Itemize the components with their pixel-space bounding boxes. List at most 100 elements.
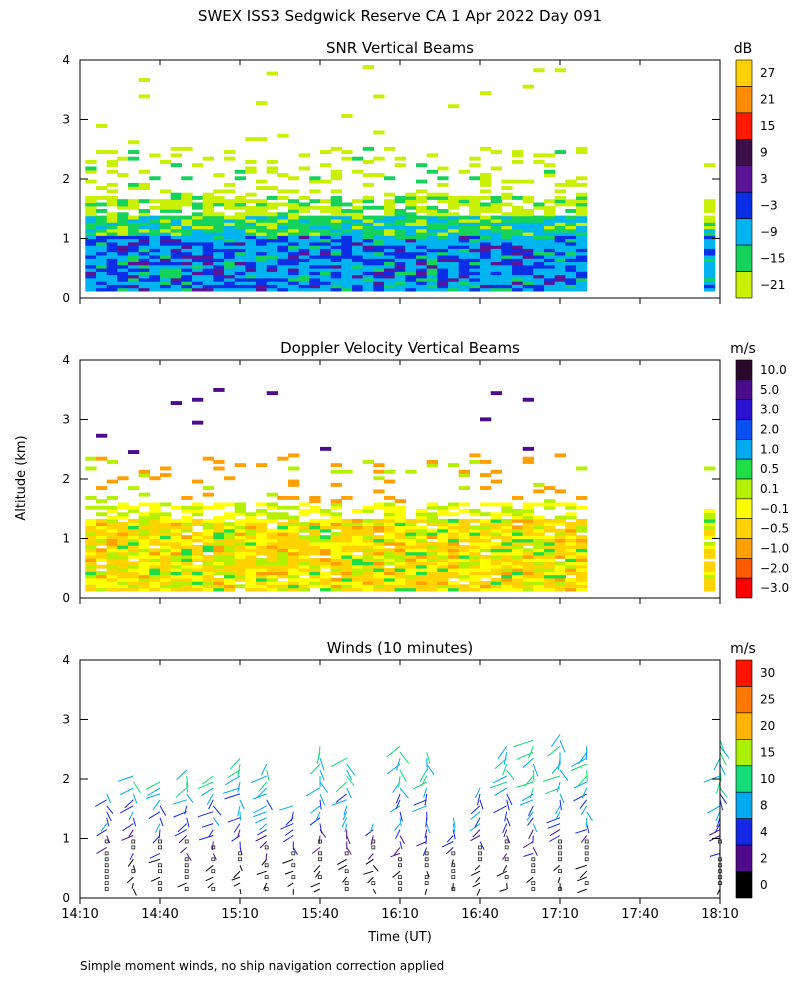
heatmap-cell	[299, 509, 310, 513]
heatmap-cell	[128, 450, 139, 454]
heatmap-cell	[352, 157, 363, 161]
heatmap-cell	[256, 180, 267, 184]
heatmap-cell	[160, 473, 171, 477]
wind-barb	[446, 847, 453, 854]
colorbar-label: 21	[760, 93, 775, 107]
heatmap-cell	[224, 512, 235, 516]
heatmap-cell	[331, 189, 342, 193]
wind-barb	[185, 806, 187, 815]
heatmap-cell	[85, 160, 96, 164]
wind-barb	[160, 818, 163, 826]
wind-barb	[579, 752, 587, 764]
heatmap-cell	[149, 206, 160, 210]
heatmap-cell	[96, 565, 107, 569]
heatmap-cell	[277, 457, 288, 461]
heatmap-cell	[480, 173, 491, 177]
heatmap-cell	[320, 509, 331, 513]
heatmap-cell	[181, 506, 192, 510]
heatmap-cell	[437, 209, 448, 213]
calm-marker	[292, 864, 295, 867]
heatmap-cell	[224, 150, 235, 154]
wind-barb	[710, 853, 720, 856]
x-axis-label: Time (UT)	[367, 930, 432, 945]
calm-marker	[318, 858, 321, 861]
heatmap-cell	[480, 203, 491, 207]
wind-barb	[338, 865, 346, 870]
heatmap-cell	[469, 453, 480, 457]
wind-barb	[310, 818, 320, 826]
calm-marker	[398, 882, 401, 885]
wind-barb	[709, 830, 720, 836]
heatmap-cell	[235, 503, 246, 507]
wind-barb	[575, 830, 586, 834]
calm-marker	[318, 876, 321, 879]
heatmap-cell	[459, 216, 470, 220]
heatmap-cell	[256, 137, 267, 141]
wind-barb	[255, 818, 266, 823]
heatmap-cell	[235, 584, 246, 588]
y-tick-label: 0	[62, 291, 70, 305]
heatmap-cell	[331, 196, 342, 200]
heatmap-cell	[320, 163, 331, 167]
wind-barb	[453, 883, 454, 890]
heatmap-cell	[331, 470, 342, 474]
colorbar-label: −2.0	[760, 561, 789, 575]
heatmap-cell	[139, 503, 150, 507]
wind-barb	[320, 824, 322, 834]
heatmap-cell	[405, 193, 416, 197]
heatmap-cell	[203, 157, 214, 161]
wind-barb	[160, 806, 166, 816]
heatmap-cell	[427, 153, 438, 157]
wind-barb	[178, 883, 187, 887]
heatmap-cell	[192, 480, 203, 484]
heatmap-cell	[160, 216, 171, 220]
wind-barb	[500, 889, 507, 891]
wind-barbs	[95, 734, 729, 895]
wind-barb	[473, 883, 480, 887]
wind-barb	[150, 853, 160, 858]
calm-marker	[478, 846, 481, 849]
heatmap-cell	[192, 212, 203, 216]
colorbar-label: 2.0	[760, 422, 779, 436]
heatmap-cell	[480, 91, 491, 95]
wind-barb	[260, 842, 267, 849]
heatmap-cell	[565, 199, 576, 203]
colorbar-swatch	[736, 686, 752, 712]
colorbar-swatch	[736, 819, 752, 845]
heatmap-cell	[544, 499, 555, 503]
heatmap-cell	[416, 206, 427, 210]
wind-barb	[254, 806, 267, 813]
wind-barb	[400, 842, 402, 850]
heatmap-cell	[341, 209, 352, 213]
wind-barb	[187, 794, 193, 803]
heatmap-cell	[256, 101, 267, 105]
wind-barb	[373, 865, 378, 871]
x-tick-label: 16:40	[461, 907, 498, 922]
heatmap-cell	[469, 157, 480, 161]
calm-marker	[158, 870, 161, 873]
heatmap-cell	[277, 134, 288, 138]
wind-barb	[420, 770, 427, 782]
wind-barb	[576, 865, 587, 869]
wind-barb	[310, 764, 320, 774]
heatmap-cell	[427, 529, 438, 533]
heatmap-cell	[331, 463, 342, 467]
wind-barb	[285, 871, 293, 874]
heatmap-cell	[96, 209, 107, 213]
wind-barb	[202, 788, 214, 796]
wind-barb	[471, 836, 481, 841]
heatmap-cell	[117, 476, 128, 480]
wind-barb	[507, 800, 510, 811]
calm-marker	[585, 858, 588, 861]
wind-barb	[151, 877, 160, 881]
heatmap-cell	[373, 519, 384, 523]
heatmap-cell	[277, 522, 288, 526]
heatmap-cell	[213, 173, 224, 177]
heatmap-cell	[320, 206, 331, 210]
heatmap-cell	[107, 496, 118, 500]
heatmap-cell	[491, 167, 502, 171]
heatmap-cell	[384, 568, 395, 572]
heatmap-cell	[107, 196, 118, 200]
heatmap-cell	[565, 578, 576, 582]
